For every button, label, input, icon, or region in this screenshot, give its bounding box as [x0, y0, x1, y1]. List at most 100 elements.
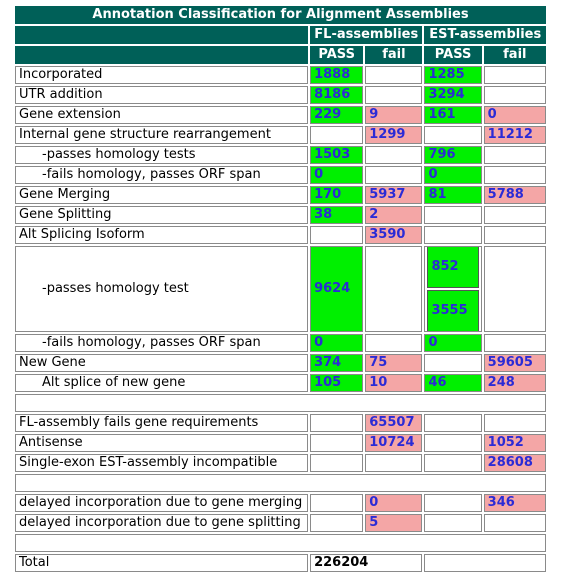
est-pass-cell: 46 — [424, 374, 482, 392]
sub-header-est-pass: PASS — [424, 46, 482, 64]
est-fail-cell: 1052 — [483, 434, 546, 452]
est-fail-cell — [483, 66, 546, 84]
group-header-est: EST-assemblies — [424, 26, 546, 44]
fl-pass-cell — [310, 126, 364, 144]
est-pass-cell — [424, 514, 482, 532]
fl-fail-cell: 9 — [365, 106, 423, 124]
est-pass-cell — [424, 206, 482, 224]
row-label: Alt splice of new gene — [15, 374, 309, 392]
est-pass-cell — [424, 126, 482, 144]
sub-header-fl-fail: fail — [365, 46, 423, 64]
fl-fail-cell: 75 — [365, 354, 423, 372]
fl-pass-cell — [310, 514, 364, 532]
fl-fail-cell — [365, 454, 423, 472]
fl-pass-cell — [310, 226, 364, 244]
title-row: Annotation Classification for Alignment … — [15, 6, 546, 24]
fl-fail-cell — [365, 246, 423, 332]
table-row: Alt Splicing Isoform 3590 — [15, 226, 546, 244]
est-fail-cell — [483, 334, 546, 352]
row-label: -passes homology test — [15, 246, 309, 332]
est-fail-cell: 0 — [483, 106, 546, 124]
fl-fail-cell — [365, 166, 423, 184]
fl-fail-cell: 65507 — [365, 414, 423, 432]
est-fail-cell: 346 — [483, 494, 546, 512]
fl-fail-cell — [365, 146, 423, 164]
fl-fail-cell: 0 — [365, 494, 423, 512]
row-label: UTR addition — [15, 86, 309, 104]
spacer-row — [15, 394, 546, 412]
table-row: FL-assembly fails gene requirements 6550… — [15, 414, 546, 432]
est-pass-cell: 852 3555 — [424, 246, 482, 332]
row-label: New Gene — [15, 354, 309, 372]
est-pass-cell: 0 — [424, 334, 482, 352]
spacer-cell — [15, 474, 546, 492]
est-pass-nested-value: 852 — [427, 247, 479, 288]
row-label: Gene extension — [15, 106, 309, 124]
row-label: Antisense — [15, 434, 309, 452]
total-empty-cell — [424, 554, 546, 572]
sub-header-row: PASS fail PASS fail — [15, 46, 546, 64]
row-label: -fails homology, passes ORF span — [15, 334, 309, 352]
fl-pass-cell: 38 — [310, 206, 364, 224]
fl-fail-cell: 5 — [365, 514, 423, 532]
fl-fail-cell: 10 — [365, 374, 423, 392]
table-row: -passes homology test 9624 852 3555 — [15, 246, 546, 332]
est-pass-cell: 1285 — [424, 66, 482, 84]
table-row: Gene extension 229 9 161 0 — [15, 106, 546, 124]
est-fail-cell: 11212 — [483, 126, 546, 144]
est-pass-cell — [424, 434, 482, 452]
table-row: -fails homology, passes ORF span 0 0 — [15, 334, 546, 352]
total-label: Total — [15, 554, 309, 572]
row-label: delayed incorporation due to gene mergin… — [15, 494, 309, 512]
est-fail-cell: 59605 — [483, 354, 546, 372]
fl-pass-cell: 170 — [310, 186, 364, 204]
total-value: 226204 — [310, 554, 423, 572]
table-row: -fails homology, passes ORF span 0 0 — [15, 166, 546, 184]
est-fail-cell — [483, 206, 546, 224]
fl-pass-cell: 374 — [310, 354, 364, 372]
table-row: Gene Merging 170 5937 81 5788 — [15, 186, 546, 204]
table-row: Alt splice of new gene 105 10 46 248 — [15, 374, 546, 392]
spacer-cell — [15, 394, 546, 412]
row-label: Single-exon EST-assembly incompatible — [15, 454, 309, 472]
table-row: Internal gene structure rearrangement 12… — [15, 126, 546, 144]
table-row: Incorporated 1888 1285 — [15, 66, 546, 84]
fl-fail-cell: 10724 — [365, 434, 423, 452]
table-row: Antisense 10724 1052 — [15, 434, 546, 452]
row-label: Incorporated — [15, 66, 309, 84]
fl-pass-cell: 229 — [310, 106, 364, 124]
row-label: delayed incorporation due to gene splitt… — [15, 514, 309, 532]
sub-header-fl-pass: PASS — [310, 46, 364, 64]
row-label: FL-assembly fails gene requirements — [15, 414, 309, 432]
row-label: Internal gene structure rearrangement — [15, 126, 309, 144]
spacer-cell — [15, 534, 546, 552]
sub-header-empty — [15, 46, 309, 64]
fl-fail-cell — [365, 334, 423, 352]
est-pass-cell: 161 — [424, 106, 482, 124]
est-pass-nested-value: 3555 — [427, 290, 479, 331]
est-pass-cell — [424, 226, 482, 244]
row-label: Gene Merging — [15, 186, 309, 204]
table-row: UTR addition 8186 3294 — [15, 86, 546, 104]
fl-pass-cell: 8186 — [310, 86, 364, 104]
fl-fail-cell: 1299 — [365, 126, 423, 144]
fl-pass-cell — [310, 454, 364, 472]
table-row: New Gene 374 75 59605 — [15, 354, 546, 372]
fl-fail-cell — [365, 86, 423, 104]
total-row: Total 226204 — [15, 554, 546, 572]
est-pass-cell: 0 — [424, 166, 482, 184]
fl-fail-cell: 2 — [365, 206, 423, 224]
est-pass-cell — [424, 454, 482, 472]
spacer-row — [15, 474, 546, 492]
est-fail-cell: 248 — [483, 374, 546, 392]
est-pass-cell — [424, 354, 482, 372]
fl-pass-cell: 1888 — [310, 66, 364, 84]
table-row: Single-exon EST-assembly incompatible 28… — [15, 454, 546, 472]
fl-pass-cell: 9624 — [310, 246, 364, 332]
est-fail-cell — [483, 514, 546, 532]
fl-pass-cell — [310, 414, 364, 432]
fl-pass-cell — [310, 434, 364, 452]
row-label: -fails homology, passes ORF span — [15, 166, 309, 184]
row-label: Gene Splitting — [15, 206, 309, 224]
fl-pass-cell: 0 — [310, 166, 364, 184]
